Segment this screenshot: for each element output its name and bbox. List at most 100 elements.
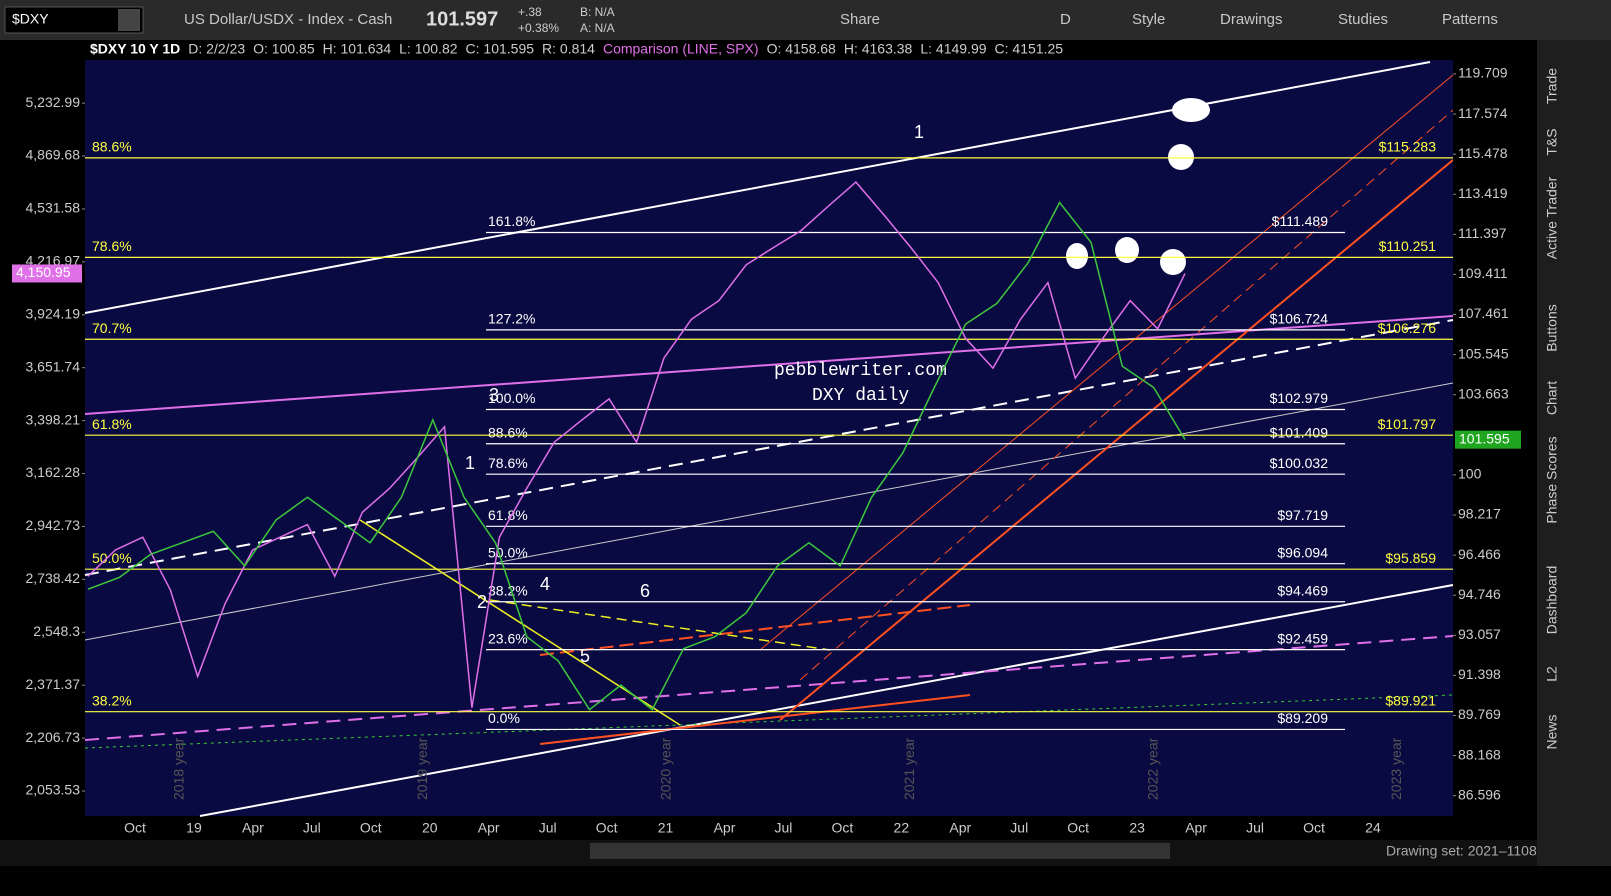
y2-tick-label: 105.545 <box>1458 345 1509 361</box>
level-pct: 0.0% <box>488 710 520 726</box>
level-pct: 78.6% <box>92 238 132 254</box>
scroll-thumb[interactable] <box>590 843 1170 859</box>
year-mark: 2018 year <box>171 737 187 800</box>
y-tick-label: 2,942.73 <box>26 517 81 533</box>
y-tick-label: 2,053.53 <box>26 782 81 798</box>
level-price: $102.979 <box>1270 390 1329 406</box>
x-tick-label: Apr <box>478 820 500 836</box>
y-tick-label: 2,206.73 <box>26 729 81 745</box>
last-price: 101.597 <box>426 8 498 30</box>
wave-label: 5 <box>580 646 590 666</box>
right-price-tag-label: 101.595 <box>1459 430 1510 446</box>
share-button[interactable]: Share <box>840 11 880 28</box>
y2-tick-label: 115.478 <box>1458 145 1508 161</box>
period-button[interactable]: D <box>1060 11 1071 28</box>
level-pct: 127.2% <box>488 311 535 327</box>
y2-tick-label: 107.461 <box>1458 305 1509 321</box>
info-item: H: 4163.38 <box>844 41 913 57</box>
info-item: C: 101.595 <box>466 41 535 57</box>
sidebar-tab[interactable]: L2 <box>1544 666 1560 682</box>
x-tick-label: Jul <box>539 820 557 836</box>
level-price: $110.251 <box>1379 238 1437 254</box>
level-price: $115.283 <box>1379 139 1437 155</box>
sidebar-tab[interactable]: T&S <box>1544 128 1560 155</box>
level-price: $89.209 <box>1277 710 1328 726</box>
info-item: C: 4151.25 <box>995 41 1064 57</box>
sidebar-tab[interactable]: Phase Scores <box>1544 436 1560 523</box>
sidebar-tab[interactable]: Buttons <box>1544 304 1560 351</box>
level-price: $101.797 <box>1378 416 1437 432</box>
x-tick-label: Apr <box>242 820 264 836</box>
series-line <box>87 201 1186 711</box>
watermark-line1: pebblewriter.com <box>774 361 947 381</box>
level-price: $100.032 <box>1270 455 1329 471</box>
left-price-tag <box>12 264 82 283</box>
symbol: $DXY <box>12 11 49 27</box>
studies-button[interactable]: Studies <box>1338 11 1388 28</box>
y-tick-label: 2,548.3 <box>33 623 80 639</box>
patterns-button[interactable]: Patterns <box>1442 11 1498 28</box>
year-mark: 2022 year <box>1145 737 1161 800</box>
sidebar <box>1537 40 1611 866</box>
y-tick-label: 4,869.68 <box>26 147 81 163</box>
y2-tick-label: 93.057 <box>1458 626 1501 642</box>
level-pct: 61.8% <box>488 507 528 523</box>
level-price: $97.719 <box>1277 507 1328 523</box>
x-tick-label: 24 <box>1365 820 1381 836</box>
style-button[interactable]: Style <box>1132 11 1165 28</box>
level-price: $94.469 <box>1277 582 1328 598</box>
x-tick-label: Oct <box>1303 820 1325 836</box>
level-pct: 161.8% <box>488 213 535 229</box>
x-tick-label: Jul <box>1010 820 1028 836</box>
info-item: D: 2/2/23 <box>188 41 245 57</box>
wave-label: 1 <box>914 122 924 142</box>
y-tick-label: 4,531.58 <box>26 200 81 216</box>
info-item: H: 101.634 <box>323 41 392 57</box>
x-tick-label: Apr <box>1185 820 1207 836</box>
info-item: O: 100.85 <box>253 41 315 57</box>
info-item: O: 4158.68 <box>767 41 836 57</box>
x-tick-label: Oct <box>360 820 382 836</box>
sidebar-tab[interactable]: News <box>1544 714 1560 749</box>
info-item: L: 4149.99 <box>920 41 986 57</box>
wave-label: 4 <box>540 574 550 594</box>
sidebar-tab[interactable]: Dashboard <box>1544 566 1560 635</box>
sidebar-tab[interactable]: Chart <box>1544 381 1560 415</box>
x-tick-label: Apr <box>949 820 971 836</box>
info-item: L: 100.82 <box>399 41 458 57</box>
y2-tick-label: 119.709 <box>1458 65 1508 81</box>
x-tick-label: 20 <box>422 820 438 836</box>
info-item: $DXY 10 Y 1D <box>90 41 180 57</box>
level-price: $101.409 <box>1270 424 1329 440</box>
y2-tick-label: 89.769 <box>1458 706 1501 722</box>
y2-tick-label: 91.398 <box>1458 666 1501 682</box>
level-pct: 78.6% <box>488 455 528 471</box>
x-tick-label: Oct <box>596 820 618 836</box>
sidebar-tab[interactable]: Active Trader <box>1544 176 1560 259</box>
series-line <box>87 181 1186 708</box>
level-pct: 23.6% <box>488 630 528 646</box>
y2-tick-label: 88.168 <box>1458 746 1501 762</box>
x-tick-label: Jul <box>1246 820 1264 836</box>
level-price: $92.459 <box>1277 630 1328 646</box>
change-pct: +0.38% <box>518 21 559 35</box>
x-tick-label: 23 <box>1129 820 1145 836</box>
level-price: $106.276 <box>1378 320 1437 336</box>
x-tick-label: Oct <box>832 820 854 836</box>
symbol-dropdown[interactable] <box>118 9 140 31</box>
change: +.38 <box>518 5 542 19</box>
drawings-button[interactable]: Drawings <box>1220 11 1283 28</box>
y2-tick-label: 109.411 <box>1458 265 1508 281</box>
y-tick-label: 2,371.37 <box>26 676 81 692</box>
wave-label: 6 <box>640 581 650 601</box>
level-pct: 88.6% <box>488 424 528 440</box>
wave-label: 2 <box>477 592 487 612</box>
info-item: R: 0.814 <box>542 41 595 57</box>
level-pct: 61.8% <box>92 416 132 432</box>
sidebar-tab[interactable]: Trade <box>1544 68 1560 104</box>
y-tick-label: 2,738.42 <box>26 570 81 586</box>
level-price: $111.489 <box>1272 213 1329 229</box>
x-tick-label: 19 <box>186 820 202 836</box>
